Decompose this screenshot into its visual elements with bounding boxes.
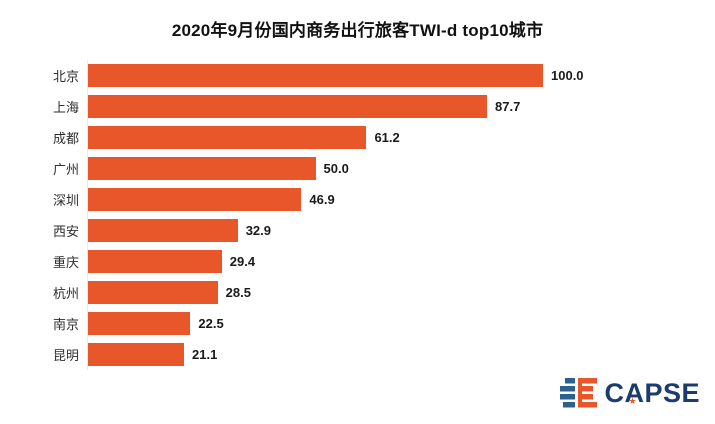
value-label: 87.7 xyxy=(495,99,521,114)
category-label: 上海 xyxy=(52,100,79,115)
chart-row: 成都 61.2 xyxy=(8,122,705,153)
chart-row: 深圳 46.9 xyxy=(8,184,705,215)
value-label: 50.0 xyxy=(323,161,349,176)
value-label: 100.0 xyxy=(551,68,584,83)
bar xyxy=(88,157,316,180)
chart-rows: 北京 100.0 上海 87.7 成都 61.2 广州 50.0 深圳 46.9 西安 32.9 重庆 2… xyxy=(8,60,705,370)
value-label: 22.5 xyxy=(198,316,224,331)
bar xyxy=(88,126,367,149)
bar-track: 46.9 xyxy=(87,184,705,215)
logo-blue-stripes xyxy=(560,378,576,408)
category-label: 成都 xyxy=(52,131,79,146)
category-label: 重庆 xyxy=(52,255,79,270)
bar-track: 21.1 xyxy=(87,339,705,370)
chart-row: 杭州 28.5 xyxy=(8,277,705,308)
chart-row: 广州 50.0 xyxy=(8,153,705,184)
bar-track: 100.0 xyxy=(87,60,705,91)
value-label: 21.1 xyxy=(192,347,218,362)
logo-orange-e xyxy=(578,378,598,408)
value-label: 61.2 xyxy=(374,130,400,145)
bar-track: 28.5 xyxy=(87,277,705,308)
category-label: 北京 xyxy=(52,69,79,84)
bar xyxy=(88,281,218,304)
bar-track: 29.4 xyxy=(87,246,705,277)
chart-row: 上海 87.7 xyxy=(8,91,705,122)
category-label: 南京 xyxy=(52,317,79,332)
value-label: 28.5 xyxy=(225,285,251,300)
capse-logo-icon xyxy=(560,378,598,408)
bar xyxy=(88,312,191,335)
bar xyxy=(88,95,488,118)
bar-track: 22.5 xyxy=(87,308,705,339)
star-icon: ★ xyxy=(628,395,638,406)
chart-row: 西安 32.9 xyxy=(8,215,705,246)
category-label: 西安 xyxy=(52,224,79,239)
bar xyxy=(88,250,222,273)
category-label: 昆明 xyxy=(52,348,79,363)
value-label: 46.9 xyxy=(309,192,335,207)
chart-row: 昆明 21.1 xyxy=(8,339,705,370)
capse-logo-text: CAPSE ★ xyxy=(604,377,700,408)
chart-row: 重庆 29.4 xyxy=(8,246,705,277)
category-label: 深圳 xyxy=(52,193,79,208)
capse-logo: CAPSE ★ xyxy=(558,377,700,409)
bar xyxy=(88,343,184,366)
chart-row: 北京 100.0 xyxy=(8,60,705,91)
value-label: 29.4 xyxy=(229,254,256,269)
bar xyxy=(88,188,302,211)
category-label: 杭州 xyxy=(52,286,79,301)
capse-wordmark: CAPSE xyxy=(604,377,700,408)
bar xyxy=(88,219,238,242)
chart-row: 南京 22.5 xyxy=(8,308,705,339)
bar-track: 87.7 xyxy=(87,91,705,122)
bar xyxy=(88,64,543,87)
chart-title: 2020年9月份国内商务出行旅客TWI-d top10城市 xyxy=(171,21,544,40)
value-label: 32.9 xyxy=(245,223,271,238)
bar-track: 61.2 xyxy=(87,122,705,153)
bar-track: 32.9 xyxy=(87,215,705,246)
category-label: 广州 xyxy=(52,162,79,177)
bar-track: 50.0 xyxy=(87,153,705,184)
